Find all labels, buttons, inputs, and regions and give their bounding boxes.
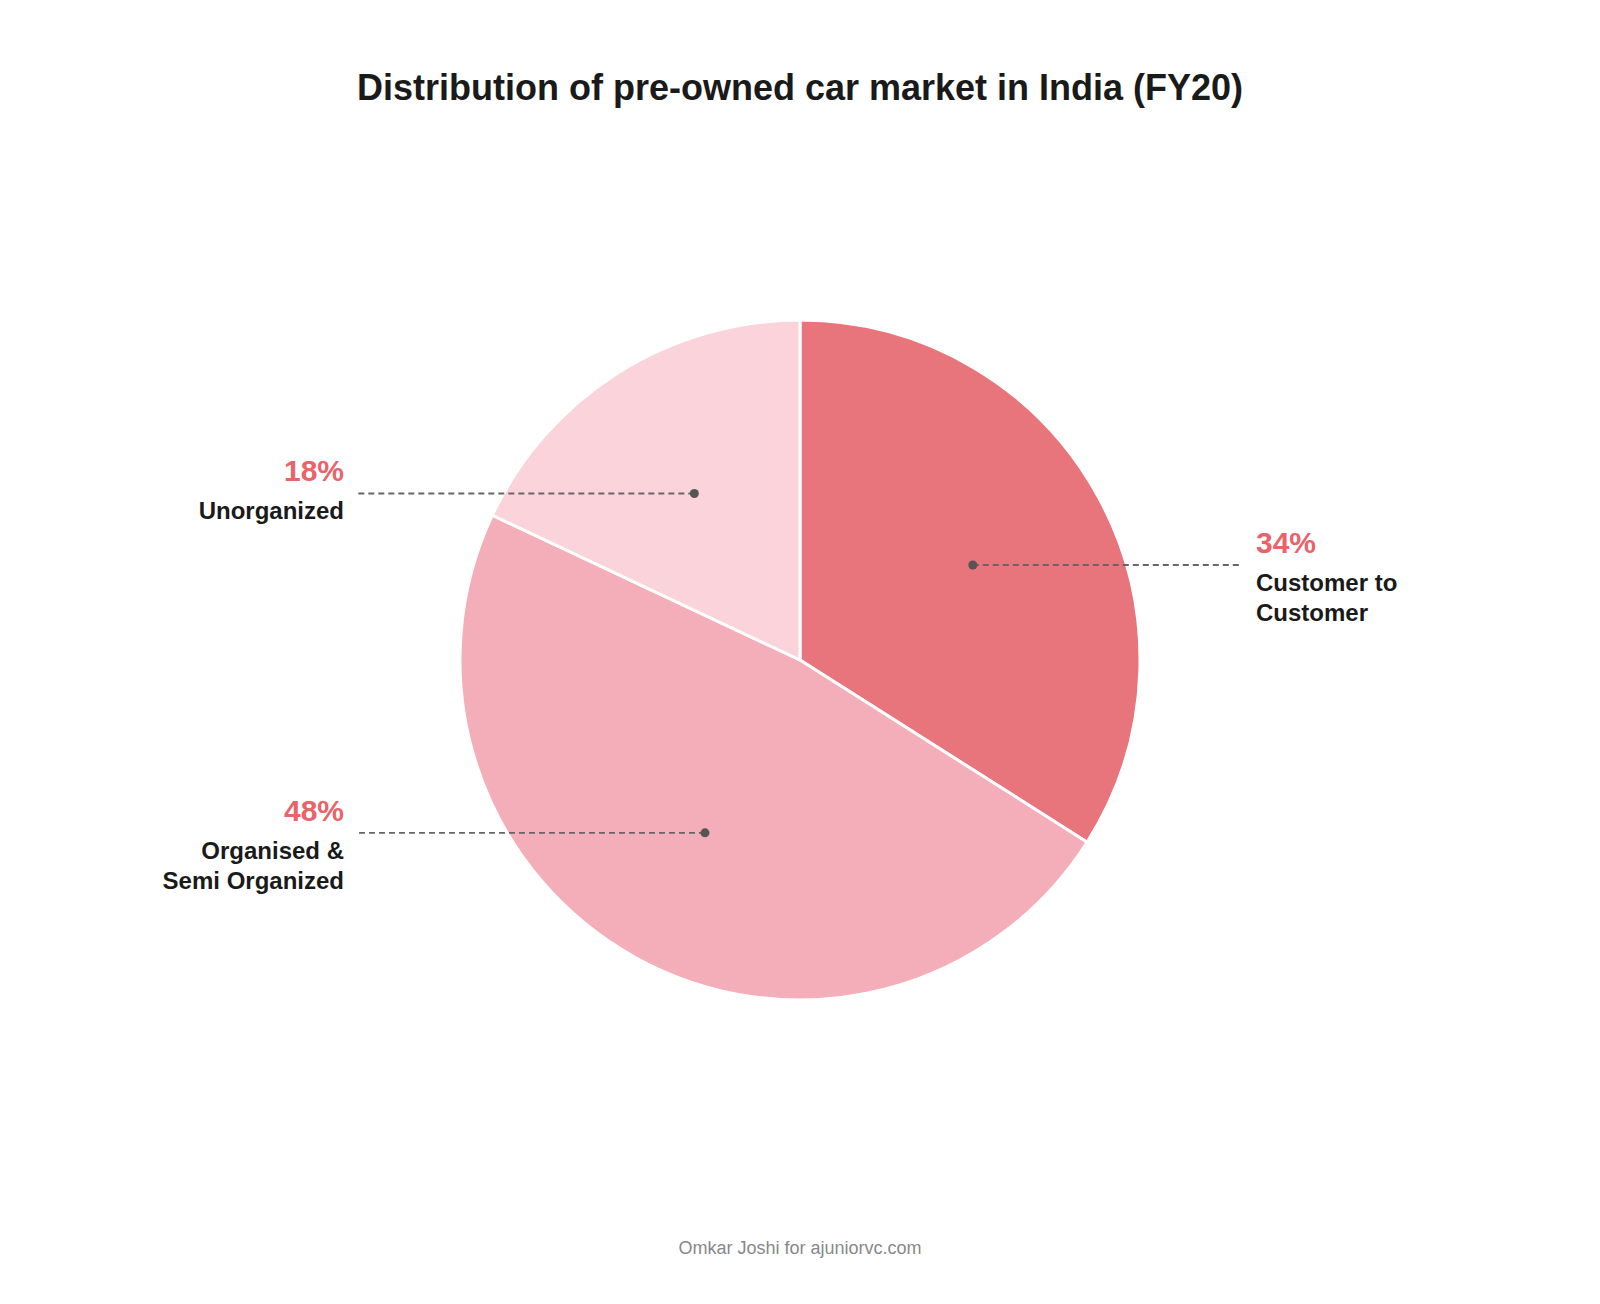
leader-dot [700,828,709,837]
data-label: 48% [284,794,344,827]
leader-dot [968,560,977,569]
footer: Omkar Joshi for ajuniorvc.com [678,1238,921,1258]
slices [460,320,1140,1000]
slice [492,320,800,660]
leader-line [358,493,694,495]
category-label: Unorganized [199,497,344,524]
labels: 34% Customer toCustomer 48% Organised &Semi… [163,454,1398,893]
title: Distribution of pre-owned car market in … [357,67,1243,108]
category-label: Organised &Semi Organized [163,837,344,894]
category-label: Customer toCustomer [1256,569,1397,626]
data-label: 18% [284,454,344,487]
chart: Distribution of pre-owned car market in … [0,0,1600,1304]
leader-line [358,832,705,834]
leader-line [973,564,1242,566]
data-label: 34% [1256,526,1316,559]
leader-dot [690,489,699,498]
